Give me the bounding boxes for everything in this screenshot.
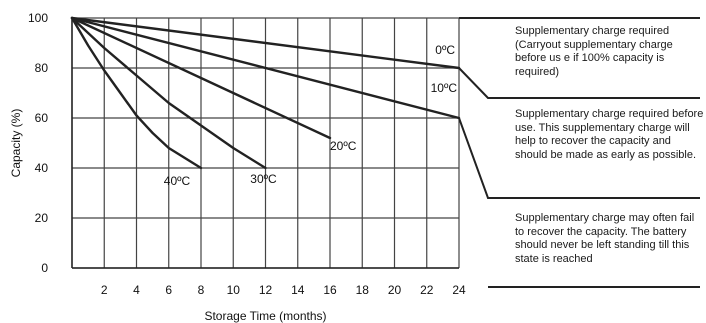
annotation-may-fail-to-recover: Supplementary charge may often fail to r… xyxy=(515,212,695,265)
x-tick-label-10: 10 xyxy=(227,283,241,297)
series-line-0 xyxy=(70,16,461,70)
x-tick-label-12: 12 xyxy=(259,283,273,297)
x-tick-label-22: 22 xyxy=(420,283,434,297)
series-label-3: 30ºC xyxy=(250,172,277,186)
x-tick-label-20: 20 xyxy=(388,283,402,297)
x-tick-label-14: 14 xyxy=(291,283,305,297)
y-tick-label-100: 100 xyxy=(28,11,48,25)
series-label-0: 0ºC xyxy=(435,43,455,57)
x-tick-label-6: 6 xyxy=(165,283,172,297)
series-label-4: 40ºC xyxy=(164,174,191,188)
y-tick-label-80: 80 xyxy=(35,61,49,75)
y-tick-label-20: 20 xyxy=(35,211,49,225)
x-tick-label-2: 2 xyxy=(101,283,108,297)
annotation-rule-80 xyxy=(458,67,700,99)
y-tick-label-0: 0 xyxy=(41,261,48,275)
annotation-supplementary-before-use: Supplementary charge required before use… xyxy=(515,108,704,161)
series-line-3 xyxy=(70,16,267,170)
annotation-supplementary-if-full-capacity: Supplementary charge required (Carryout … xyxy=(515,25,673,78)
y-axis-label: Capacity (%) xyxy=(9,109,23,178)
x-tick-label-8: 8 xyxy=(198,283,205,297)
x-tick-label-16: 16 xyxy=(323,283,337,297)
annotation-rule-60 xyxy=(458,117,700,199)
series-line-2 xyxy=(70,16,332,140)
y-tick-label-60: 60 xyxy=(35,111,49,125)
series-label-1: 10ºC xyxy=(431,81,458,95)
series-line-1 xyxy=(70,16,461,120)
series-label-2: 20ºC xyxy=(330,139,357,153)
x-tick-label-4: 4 xyxy=(133,283,140,297)
x-tick-label-24: 24 xyxy=(452,283,466,297)
y-tick-label-40: 40 xyxy=(35,161,49,175)
x-axis-label: Storage Time (months) xyxy=(204,309,326,323)
x-tick-label-18: 18 xyxy=(356,283,370,297)
series-line-4 xyxy=(70,16,203,170)
